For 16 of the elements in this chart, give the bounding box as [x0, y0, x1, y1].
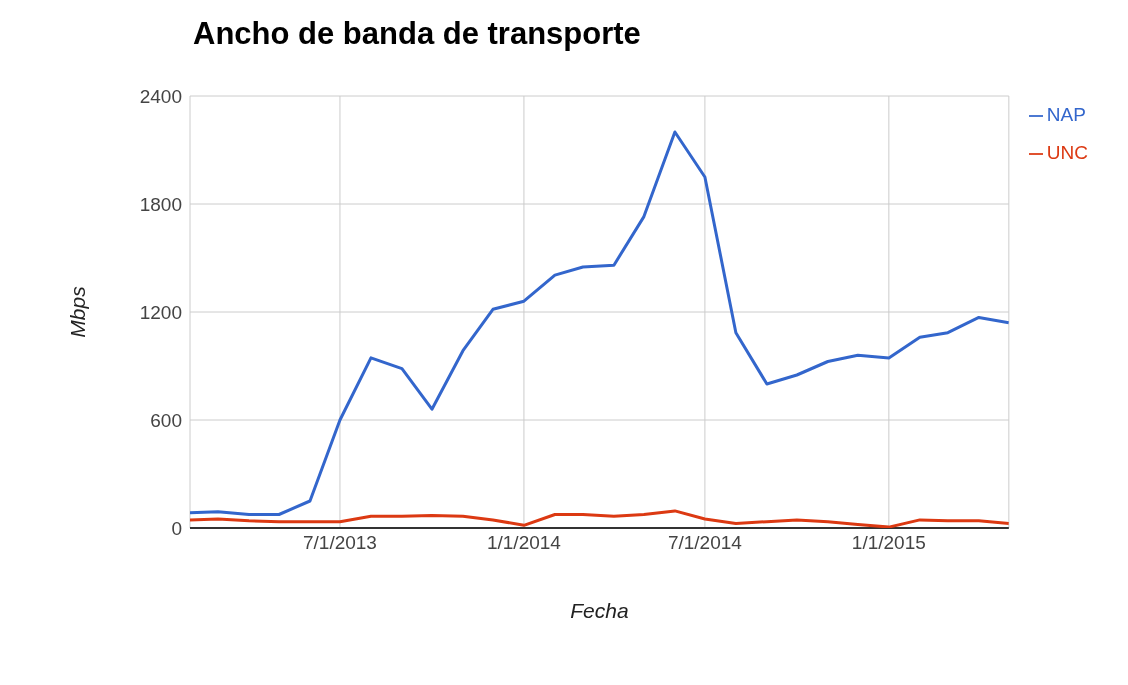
x-tick-label: 7/1/2013 — [302, 532, 377, 554]
y-tick-label: 2400 — [139, 85, 182, 107]
y-tick-label: 1200 — [139, 301, 182, 323]
x-tick-label: 1/1/2015 — [851, 532, 926, 554]
line-series — [190, 509, 1009, 528]
legend-label: UNC — [1046, 142, 1088, 163]
y-tick-label: 600 — [150, 409, 182, 431]
y-tick-label: 0 — [171, 517, 182, 539]
y-axis-title: Mbps — [66, 285, 90, 338]
chart-title: Ancho de banda de transporte — [193, 16, 641, 52]
x-axis-title: Fecha — [570, 599, 629, 622]
line-series — [190, 130, 1009, 516]
legend-label: NAP — [1046, 104, 1086, 125]
x-tick-label: 7/1/2014 — [667, 532, 743, 554]
x-tick-label: 1/1/2014 — [486, 532, 562, 554]
y-tick-label: 1800 — [139, 193, 182, 215]
